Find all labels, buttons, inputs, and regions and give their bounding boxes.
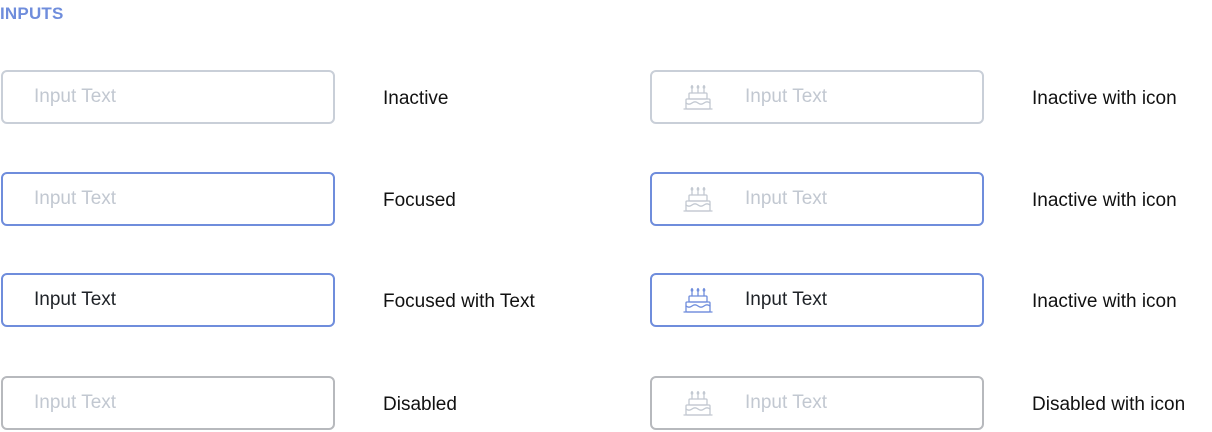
input-focused-placeholder: Input Text bbox=[34, 188, 117, 209]
caption-inactive: Inactive bbox=[383, 88, 449, 109]
icon-input-focused-with-text-value: Input Text bbox=[745, 289, 828, 310]
input-disabled: Input Text bbox=[1, 376, 335, 430]
cake-icon bbox=[681, 283, 715, 317]
caption-icon-focused: Inactive with icon bbox=[1032, 190, 1177, 211]
caption-icon-inactive: Inactive with icon bbox=[1032, 88, 1177, 109]
caption-focused-with-text: Focused with Text bbox=[383, 291, 535, 312]
icon-input-disabled-placeholder: Input Text bbox=[745, 392, 828, 413]
icon-input-disabled: Input Text bbox=[650, 376, 984, 430]
section-title: INPUTS bbox=[0, 4, 64, 23]
icon-input-focused-with-text[interactable]: Input Text bbox=[650, 273, 984, 327]
cake-icon bbox=[681, 182, 715, 216]
icon-input-inactive[interactable]: Input Text bbox=[650, 70, 984, 124]
caption-icon-focused-with-text: Inactive with icon bbox=[1032, 291, 1177, 312]
icon-input-inactive-placeholder: Input Text bbox=[745, 86, 828, 107]
input-disabled-placeholder: Input Text bbox=[34, 392, 117, 413]
caption-disabled: Disabled bbox=[383, 394, 457, 415]
icon-input-focused-placeholder: Input Text bbox=[745, 188, 828, 209]
input-inactive-placeholder: Input Text bbox=[34, 86, 117, 107]
cake-icon bbox=[681, 80, 715, 114]
input-focused-with-text[interactable]: Input Text bbox=[1, 273, 335, 327]
cake-icon bbox=[681, 386, 715, 420]
caption-focused: Focused bbox=[383, 190, 456, 211]
caption-icon-disabled: Disabled with icon bbox=[1032, 394, 1186, 415]
icon-input-focused[interactable]: Input Text bbox=[650, 172, 984, 226]
input-focused-with-text-value: Input Text bbox=[34, 289, 117, 310]
input-inactive[interactable]: Input Text bbox=[1, 70, 335, 124]
input-focused[interactable]: Input Text bbox=[1, 172, 335, 226]
